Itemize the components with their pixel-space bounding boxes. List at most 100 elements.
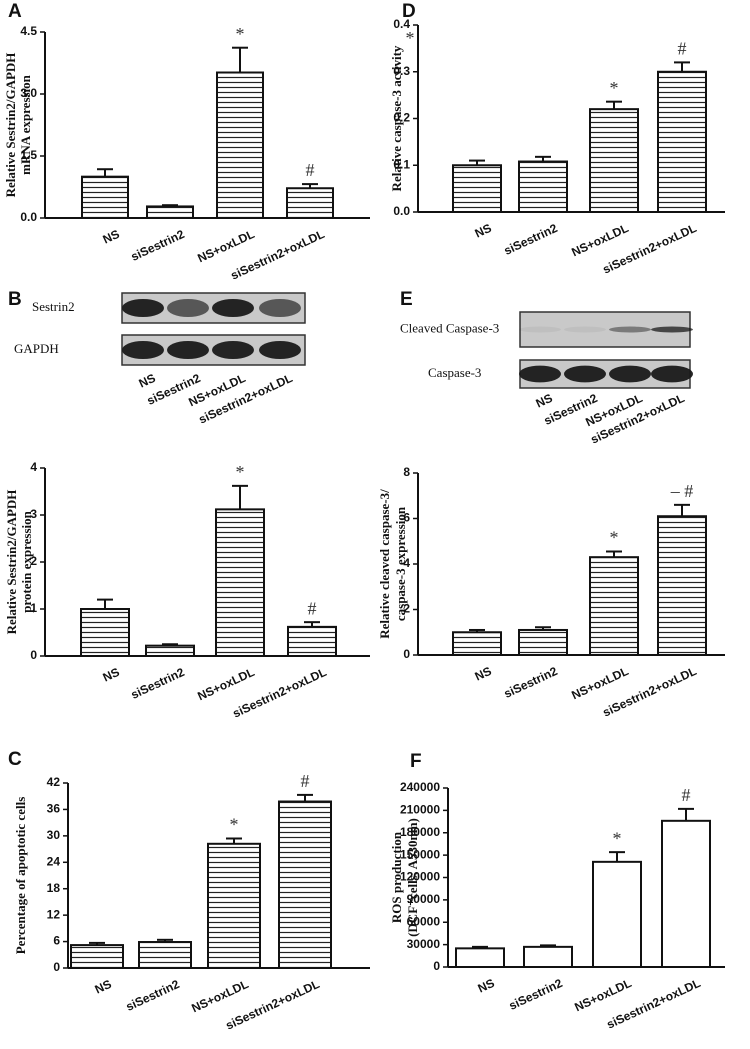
y-tick-label: 120000 bbox=[400, 870, 440, 884]
x-tick-label: siSestrin2 bbox=[129, 665, 187, 702]
y-tick-label: 0 bbox=[403, 647, 410, 661]
x-tick-label: siSestrin2 bbox=[502, 221, 560, 258]
panel-letter: A bbox=[8, 1, 22, 22]
y-tick-label: 18 bbox=[47, 881, 61, 895]
x-tick-label: NS bbox=[101, 665, 122, 685]
blot-band bbox=[609, 365, 651, 383]
x-tick-label: NS bbox=[101, 227, 122, 247]
bar bbox=[278, 800, 332, 969]
bar bbox=[657, 515, 707, 656]
y-tick-label: 3 bbox=[30, 507, 37, 521]
y-axis-label: Relative Sestrin2/GAPDH bbox=[4, 490, 19, 635]
bar bbox=[455, 947, 505, 969]
bar bbox=[138, 941, 192, 969]
bar bbox=[452, 631, 502, 656]
y-tick-label: 0.2 bbox=[393, 111, 410, 125]
x-tick-label: NS bbox=[473, 664, 494, 684]
y-tick-label: 36 bbox=[47, 802, 61, 816]
significance-mark: # bbox=[301, 771, 310, 791]
bar bbox=[589, 108, 639, 213]
y-tick-label: 0.0 bbox=[20, 210, 37, 224]
y-axis-label: mRNA expression bbox=[18, 74, 33, 175]
y-tick-label: 4 bbox=[30, 460, 37, 474]
y-tick-label: 24 bbox=[47, 854, 61, 868]
significance-mark: * bbox=[610, 78, 619, 98]
y-tick-label: 8 bbox=[403, 465, 410, 479]
y-tick-label: 0.1 bbox=[393, 157, 410, 171]
y-tick-label: 0 bbox=[30, 648, 37, 662]
blot-band bbox=[122, 341, 164, 359]
y-axis-label: Relative Sestrin2/GAPDH bbox=[3, 53, 18, 198]
bar bbox=[207, 842, 261, 969]
bar bbox=[81, 175, 129, 220]
significance-mark: # bbox=[678, 39, 687, 59]
panel-letter: B bbox=[8, 289, 22, 310]
bar bbox=[80, 608, 130, 657]
blot-lane-label: NS bbox=[534, 391, 555, 411]
blot-row-label: GAPDH bbox=[14, 341, 59, 356]
blot-row-label: Sestrin2 bbox=[32, 299, 75, 314]
significance-mark: * bbox=[230, 815, 239, 835]
y-tick-label: 4.5 bbox=[20, 24, 37, 38]
y-tick-label: 6 bbox=[53, 934, 60, 948]
y-axis-label: ROS production bbox=[389, 831, 404, 923]
x-tick-label: siSestrin2 bbox=[124, 977, 182, 1014]
significance-mark: * bbox=[610, 528, 619, 548]
x-tick-label: NS bbox=[473, 221, 494, 241]
y-tick-label: 2 bbox=[30, 554, 37, 568]
panel-letter: C bbox=[8, 749, 22, 770]
y-tick-label: 1 bbox=[30, 601, 37, 615]
y-tick-label: 180000 bbox=[400, 825, 440, 839]
y-axis-label: (DCF⁺cells, A530nm) bbox=[405, 818, 420, 937]
significance-mark: * bbox=[236, 24, 245, 44]
blot-band bbox=[122, 299, 164, 317]
y-tick-label: 240000 bbox=[400, 780, 440, 794]
bar bbox=[518, 160, 568, 213]
y-tick-label: 30000 bbox=[407, 937, 441, 951]
bar bbox=[146, 205, 194, 219]
significance-mark: – # bbox=[670, 481, 694, 501]
panel-letter: D bbox=[402, 1, 416, 22]
corner-mark: * bbox=[406, 28, 415, 48]
blot-band bbox=[212, 299, 254, 317]
blot-band bbox=[609, 326, 651, 333]
y-tick-label: 90000 bbox=[407, 892, 441, 906]
y-axis-label: Relative cleaved caspase-3/ bbox=[377, 489, 392, 639]
bar bbox=[287, 625, 337, 657]
bar bbox=[70, 944, 124, 969]
y-tick-label: 4 bbox=[403, 556, 410, 570]
y-tick-label: 0 bbox=[433, 959, 440, 973]
bar bbox=[518, 628, 568, 656]
blot-band bbox=[519, 326, 561, 333]
y-tick-label: 0.0 bbox=[393, 204, 410, 218]
y-axis-label: protein expression bbox=[19, 510, 34, 612]
significance-mark: * bbox=[613, 828, 622, 848]
blot-band bbox=[564, 326, 606, 333]
x-tick-label: NS bbox=[476, 976, 497, 996]
blot-band bbox=[167, 299, 209, 317]
blot-lane-label: NS bbox=[137, 371, 158, 391]
y-tick-label: 12 bbox=[47, 907, 61, 921]
y-axis-label: caspase-3 expression bbox=[393, 506, 408, 621]
blot-band bbox=[519, 365, 561, 383]
y-tick-label: 0.3 bbox=[393, 64, 410, 78]
y-tick-label: 6 bbox=[403, 511, 410, 525]
panel-letter: F bbox=[410, 751, 422, 772]
blot-band bbox=[259, 341, 301, 359]
y-tick-label: 0 bbox=[53, 960, 60, 974]
bar bbox=[145, 644, 195, 657]
panel-letter: E bbox=[400, 289, 413, 310]
significance-mark: # bbox=[308, 598, 317, 618]
y-tick-label: 0.4 bbox=[393, 17, 410, 31]
bar bbox=[657, 70, 707, 213]
y-tick-label: 60000 bbox=[407, 914, 441, 928]
blot-band bbox=[651, 326, 693, 333]
y-tick-label: 150000 bbox=[400, 847, 440, 861]
y-tick-label: 210000 bbox=[400, 803, 440, 817]
bar bbox=[661, 819, 711, 968]
blot-band bbox=[259, 299, 301, 317]
x-tick-label: NS+oxLDL bbox=[195, 227, 256, 265]
bar bbox=[589, 556, 639, 656]
blot-row-label: Caspase-3 bbox=[428, 365, 481, 380]
